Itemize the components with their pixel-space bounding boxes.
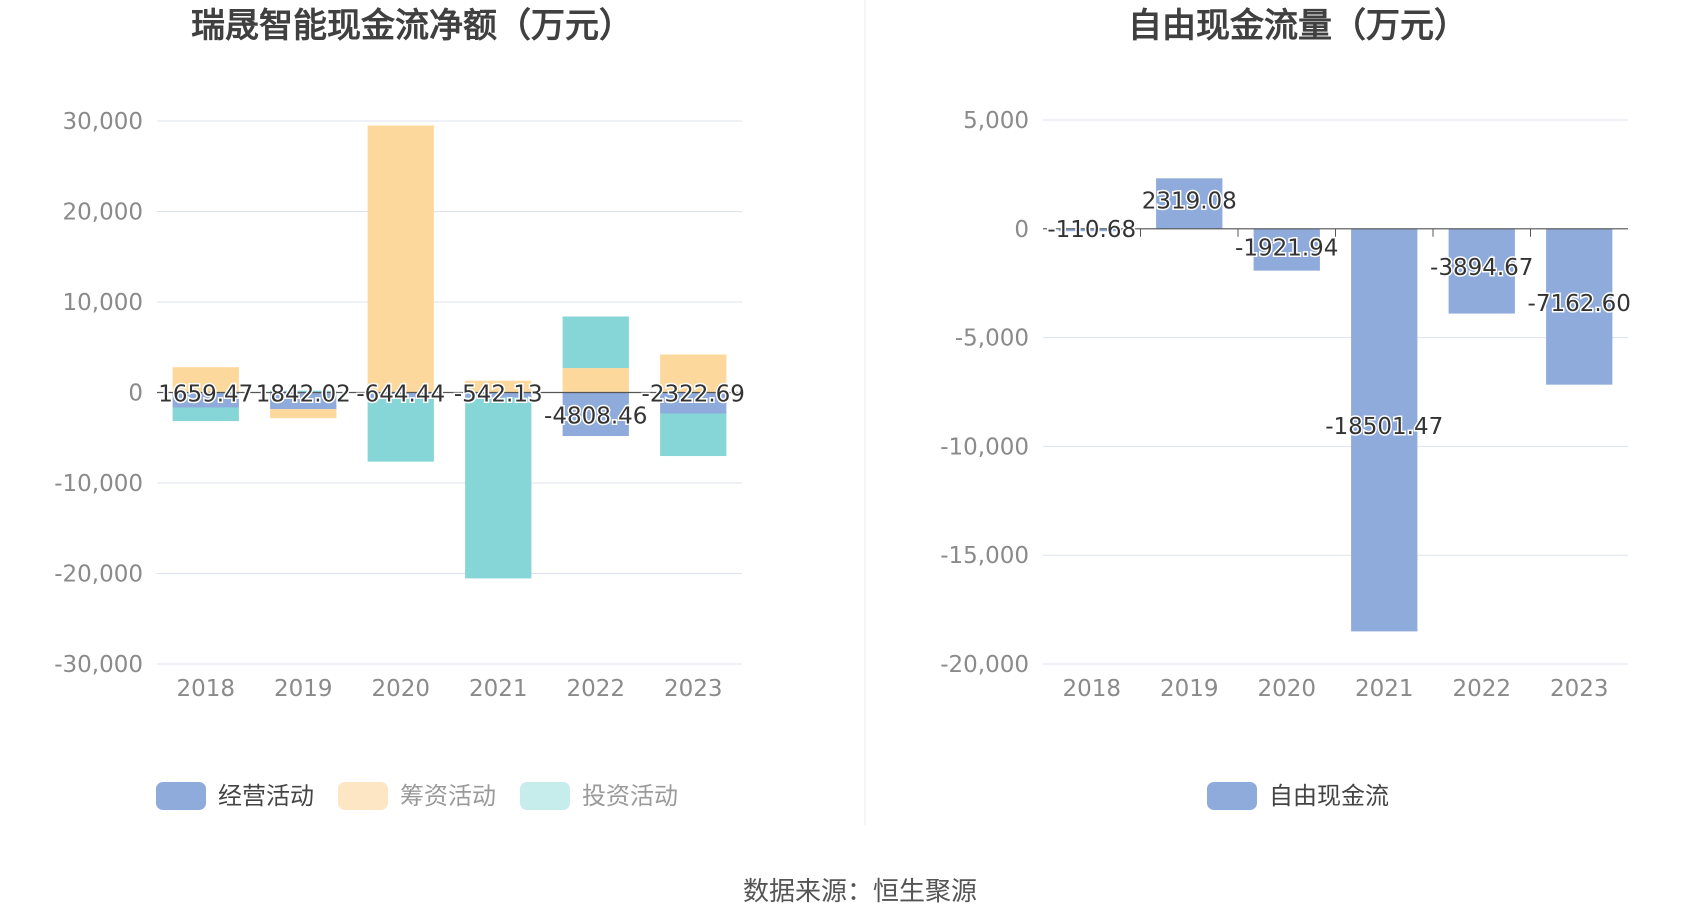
bar-投资活动	[660, 413, 727, 457]
data-label: 2319.08	[1142, 188, 1237, 214]
y-tick-label: -20,000	[54, 562, 143, 588]
y-tick-label: -5,000	[955, 326, 1029, 352]
data-label: -1921.94	[1235, 236, 1338, 262]
y-tick-label: -30,000	[54, 652, 143, 678]
x-tick-label: 2020	[371, 676, 430, 702]
bar-经营活动	[270, 392, 337, 410]
legend-label: 自由现金流	[1269, 782, 1389, 810]
legend-swatch	[1207, 782, 1257, 810]
data-label: -18501.47	[1325, 414, 1443, 440]
bar-筹资活动	[660, 354, 727, 393]
data-label: -7162.60	[1528, 291, 1631, 317]
y-tick-label: -20,000	[940, 652, 1029, 678]
chart-title: 自由现金流量（万元）	[1128, 6, 1468, 46]
x-tick-label: 2022	[1452, 676, 1511, 702]
net-cashflow-chart: 瑞晟智能现金流净额（万元） 30,000 20,000 10,000 0 -10,000 -…	[54, 6, 746, 810]
x-tick-label: 2018	[176, 676, 235, 702]
y-tick-label: -10,000	[54, 471, 143, 497]
x-tick-label: 2023	[664, 676, 723, 702]
legend-label: 投资活动	[582, 782, 678, 810]
bar-经营活动	[367, 392, 434, 399]
bar-经营活动	[465, 392, 532, 398]
bar-投资活动	[465, 397, 532, 579]
bar-自由现金流	[1253, 228, 1320, 271]
x-tick-label: 2020	[1257, 676, 1316, 702]
legend-swatch	[520, 782, 570, 810]
y-tick-label: 10,000	[63, 290, 143, 316]
legend-swatch	[338, 782, 388, 810]
y-tick-label: 5,000	[963, 108, 1029, 134]
bar-筹资活动	[270, 409, 337, 419]
x-tick-label: 2022	[566, 676, 625, 702]
bar-自由现金流	[1156, 178, 1223, 229]
bar-筹资活动	[172, 367, 239, 393]
bar-经营活动	[660, 392, 727, 414]
y-tick-label: 0	[128, 381, 143, 407]
y-tick-label: -15,000	[940, 543, 1029, 569]
data-label: -4808.46	[544, 404, 647, 430]
legend-swatch	[156, 782, 206, 810]
x-tick-label: 2021	[1355, 676, 1414, 702]
chart-title: 瑞晟智能现金流净额（万元）	[191, 6, 633, 46]
legend-label: 筹资活动	[400, 782, 496, 810]
x-tick-label: 2021	[469, 676, 528, 702]
x-tick-label: 2018	[1062, 676, 1121, 702]
bar-投资活动	[270, 390, 337, 393]
bar-自由现金流	[1058, 228, 1125, 232]
bar-经营活动	[172, 392, 239, 408]
data-label: -542.13	[454, 382, 543, 408]
y-tick-label: 0	[1014, 217, 1029, 243]
bar-经营活动	[562, 392, 629, 437]
bar-投资活动	[172, 407, 239, 422]
bar-筹资活动	[562, 368, 629, 393]
x-tick-label: 2023	[1550, 676, 1609, 702]
bar-自由现金流	[1546, 228, 1613, 385]
data-label: 1659.47	[158, 382, 253, 408]
data-label: -3894.67	[1430, 255, 1533, 281]
bar-投资活动	[367, 398, 434, 462]
data-label: -2322.69	[642, 382, 745, 408]
bar-自由现金流	[1351, 228, 1418, 632]
bar-投资活动	[562, 316, 629, 369]
y-tick-label: -10,000	[940, 434, 1029, 460]
data-label: -110.68	[1047, 217, 1136, 243]
y-tick-label: 30,000	[63, 109, 143, 135]
legend-label: 经营活动	[218, 782, 314, 810]
data-source-note: 数据来源：恒生聚源	[743, 877, 977, 907]
data-label: 1842.02	[256, 382, 351, 408]
free-cashflow-chart: 自由现金流量（万元） 5,000 0 -5,000 -10,000 -15,000 -20,…	[940, 6, 1632, 810]
data-label: -644.44	[356, 382, 445, 408]
y-tick-label: 20,000	[63, 200, 143, 226]
bar-筹资活动	[465, 380, 532, 393]
bar-筹资活动	[367, 125, 434, 393]
bar-自由现金流	[1448, 228, 1515, 314]
x-tick-label: 2019	[1160, 676, 1219, 702]
x-tick-label: 2019	[274, 676, 333, 702]
